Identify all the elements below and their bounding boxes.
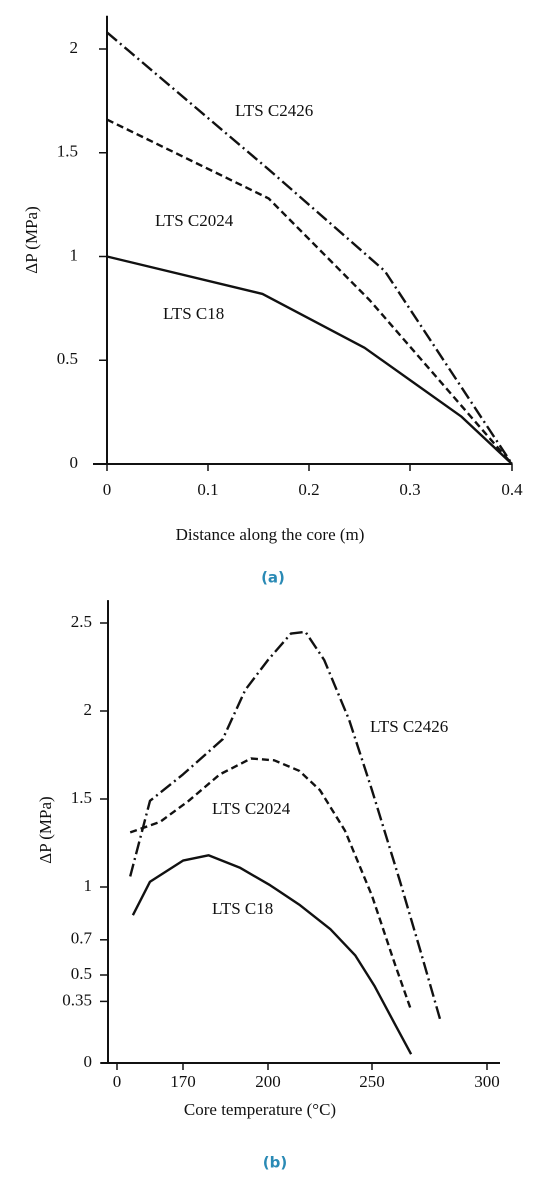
y-tick-label: 2 (70, 38, 79, 57)
y-tick-label: 2.5 (71, 612, 92, 631)
series-label: LTS C2426 (235, 101, 313, 120)
x-tick-label: 0 (103, 480, 112, 499)
series-line (106, 31, 514, 465)
series-label: LTS C18 (163, 304, 224, 323)
y-axis-title: ΔP (MPa) (36, 796, 55, 863)
x-tick-label: 0.3 (399, 480, 420, 499)
y-tick-label: 1 (84, 876, 93, 895)
x-tick-label: 0.2 (298, 480, 319, 499)
x-tick-label: 0.1 (197, 480, 218, 499)
x-tick-label: 170 (170, 1072, 196, 1091)
y-tick-label: 2 (84, 700, 93, 719)
series-label: LTS C2426 (370, 717, 448, 736)
y-tick-label: 0.5 (57, 349, 78, 368)
y-tick-label: 0.35 (62, 990, 92, 1009)
y-tick-label: 0 (70, 453, 79, 472)
series-line (106, 255, 513, 465)
y-axis-title: ΔP (MPa) (22, 206, 41, 273)
x-tick-label: 300 (474, 1072, 500, 1091)
y-tick-label: 1.5 (71, 788, 92, 807)
x-tick-label: 250 (359, 1072, 385, 1091)
x-tick-label: 200 (255, 1072, 281, 1091)
y-tick-label: 0 (84, 1052, 93, 1071)
y-tick-label: 1 (70, 245, 79, 264)
y-tick-label: 0.7 (71, 929, 93, 948)
series-line (131, 854, 413, 1055)
x-tick-label: 0.4 (501, 480, 523, 499)
series-line (106, 118, 513, 465)
series-label: LTS C2024 (212, 799, 291, 818)
x-axis-title: Distance along the core (m) (176, 525, 365, 544)
caption: (a) (261, 569, 285, 587)
series-label: LTS C2024 (155, 211, 234, 230)
caption: (b) (263, 1154, 287, 1172)
series-label: LTS C18 (212, 899, 273, 918)
x-axis-title: Core temperature (°C) (184, 1100, 336, 1119)
y-tick-label: 1.5 (57, 142, 78, 161)
series-line (129, 757, 413, 1011)
y-tick-label: 0.5 (71, 964, 92, 983)
x-tick-label: 0 (113, 1072, 122, 1091)
series-line (129, 630, 443, 1023)
